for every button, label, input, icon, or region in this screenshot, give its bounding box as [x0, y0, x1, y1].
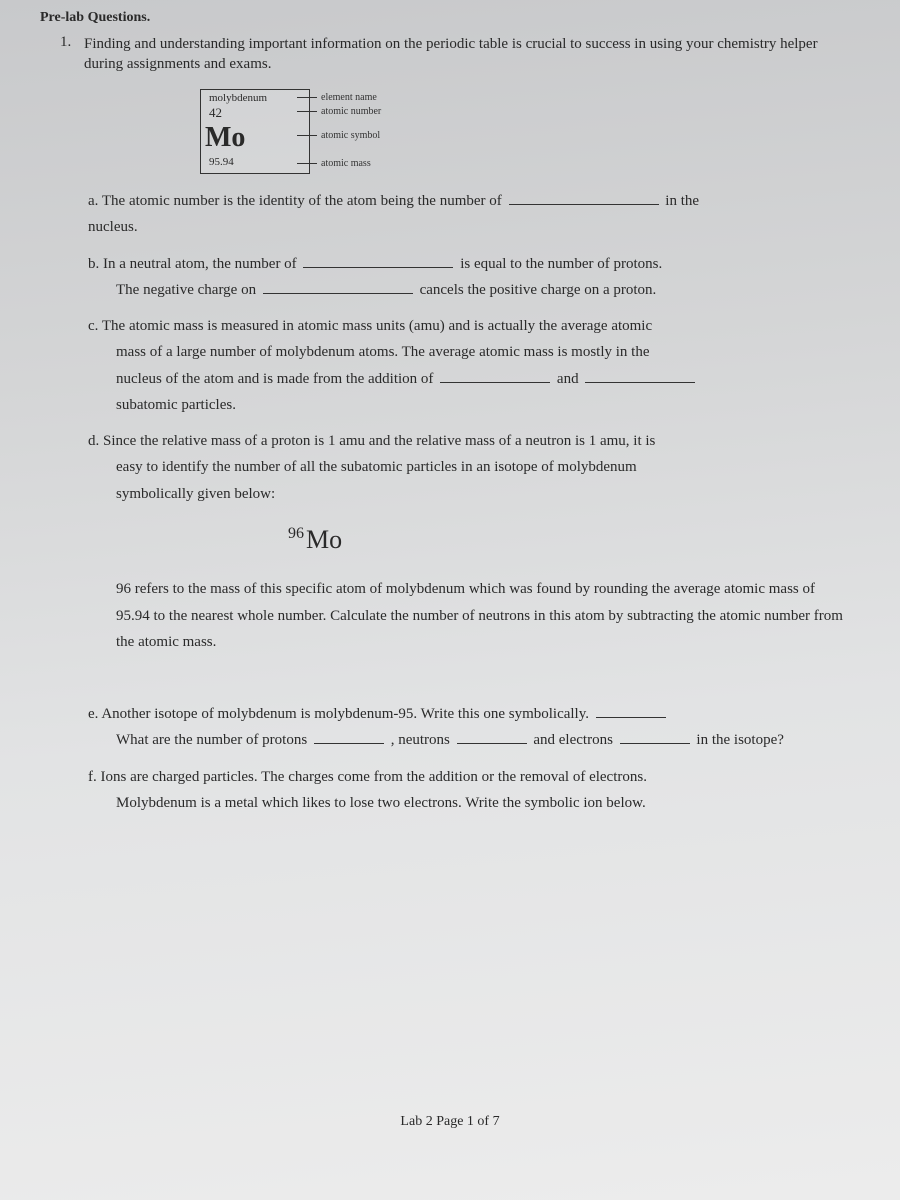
q1-number: 1.	[60, 34, 84, 75]
question-b: b. In a neutral atom, the number of is e…	[88, 251, 850, 304]
qc-l4: subatomic particles.	[116, 397, 236, 413]
q1-text: Finding and understanding important info…	[84, 34, 850, 75]
worksheet-page: Pre-lab Questions. 1. Finding and unders…	[0, 0, 900, 856]
qd-l3: symbolically given below:	[116, 486, 275, 502]
question-c: c. The atomic mass is measured in atomic…	[88, 313, 850, 418]
qc-l3b: and	[557, 371, 579, 387]
blank-qe-4[interactable]	[620, 730, 690, 744]
blank-qc-2[interactable]	[585, 369, 695, 383]
section-header: Pre-lab Questions.	[40, 10, 850, 26]
blank-qb-1[interactable]	[303, 254, 453, 268]
qf-l2: Molybdenum is a metal which likes to los…	[116, 795, 646, 811]
blank-qe-3[interactable]	[457, 730, 527, 744]
blank-qe-1[interactable]	[596, 704, 666, 718]
label-atomic-symbol: atomic symbol	[321, 130, 380, 141]
element-box: molybdenum 42 Mo 95.94 element name atom…	[200, 89, 310, 175]
blank-qb-2[interactable]	[263, 280, 413, 294]
qe-l2a: What are the number of protons	[116, 732, 307, 748]
element-name: molybdenum	[205, 92, 305, 105]
qb-l2b: cancels the positive charge on a proton.	[420, 282, 657, 298]
blank-qa-1[interactable]	[509, 191, 659, 205]
element-symbol: Mo	[205, 120, 305, 156]
qe-l2b: , neutrons	[391, 732, 450, 748]
page-footer: Lab 2 Page 1 of 7	[0, 1114, 900, 1130]
qa-text-post1: in the	[665, 193, 699, 209]
qd-l1: d. Since the relative mass of a proton i…	[88, 433, 655, 449]
question-a: a. The atomic number is the identity of …	[88, 188, 850, 241]
element-mass: 95.94	[205, 156, 305, 171]
qb-l1b: is equal to the number of protons.	[460, 256, 662, 272]
question-1: 1. Finding and understanding important i…	[60, 34, 850, 75]
question-d: d. Since the relative mass of a proton i…	[88, 428, 850, 655]
blank-qe-2[interactable]	[314, 730, 384, 744]
element-atomic-number: 42	[205, 105, 305, 121]
label-atomic-number: atomic number	[321, 106, 381, 117]
qc-l1: c. The atomic mass is measured in atomic…	[88, 318, 652, 334]
label-atomic-mass: atomic mass	[321, 158, 371, 169]
element-diagram: molybdenum 42 Mo 95.94 element name atom…	[200, 89, 850, 175]
qa-text-post2: nucleus.	[88, 219, 138, 235]
isotope-mass: 96	[288, 525, 304, 542]
question-f: f. Ions are charged particles. The charg…	[88, 764, 850, 817]
label-element-name: element name	[321, 92, 377, 103]
qc-l3a: nucleus of the atom and is made from the…	[116, 371, 433, 387]
isotope-symbol: Mo	[306, 525, 342, 554]
qf-l1: f. Ions are charged particles. The charg…	[88, 769, 647, 785]
qb-l1a: b. In a neutral atom, the number of	[88, 256, 297, 272]
blank-qc-1[interactable]	[440, 369, 550, 383]
qe-l2c: and electrons	[533, 732, 613, 748]
question-e: e. Another isotope of molybdenum is moly…	[88, 701, 850, 754]
qd-l2: easy to identify the number of all the s…	[116, 459, 637, 475]
qa-text-pre: a. The atomic number is the identity of …	[88, 193, 502, 209]
qe-l1: e. Another isotope of molybdenum is moly…	[88, 706, 589, 722]
isotope-notation: 96Mo	[288, 517, 850, 563]
qb-l2a: The negative charge on	[116, 282, 256, 298]
qc-l2: mass of a large number of molybdenum ato…	[116, 344, 650, 360]
qe-l2d: in the isotope?	[696, 732, 783, 748]
qd-paragraph: 96 refers to the mass of this specific a…	[116, 576, 850, 655]
